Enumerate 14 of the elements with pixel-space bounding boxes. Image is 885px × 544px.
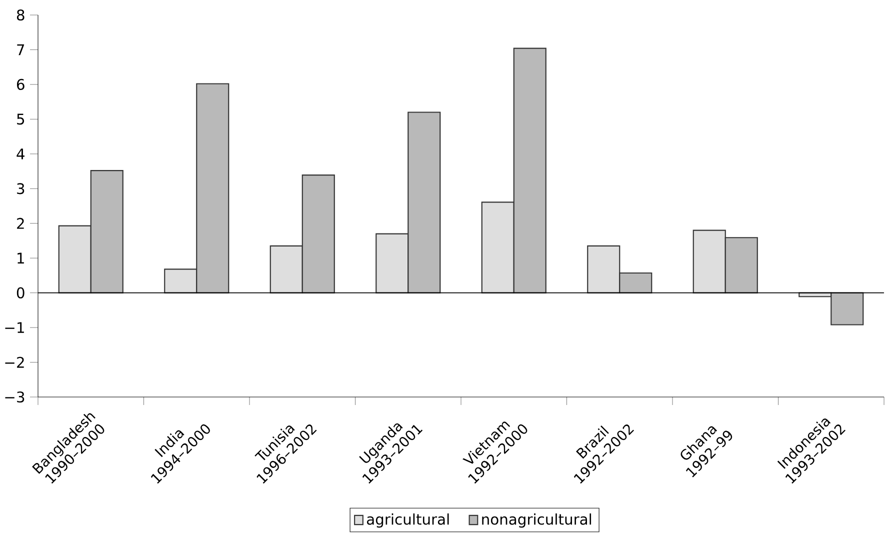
legend-label: nonagricultural: [482, 513, 592, 528]
legend-label: agricultural: [367, 513, 449, 528]
y-tick-label: −3: [5, 391, 24, 403]
y-tick-label: 0: [16, 287, 24, 298]
y-tick-label: 1: [18, 252, 24, 264]
y-tick-label: 6: [16, 78, 24, 90]
y-tick-label: 5: [17, 114, 24, 125]
y-tick-label: −2: [5, 356, 24, 368]
y-tick-label: 2: [17, 218, 24, 229]
y-tick-label: 3: [17, 183, 24, 194]
y-tick-label: 4: [16, 148, 24, 160]
y-tick-label: 8: [16, 9, 24, 21]
y-tick-label: −1: [5, 322, 24, 333]
y-tick-label: 7: [17, 44, 24, 56]
